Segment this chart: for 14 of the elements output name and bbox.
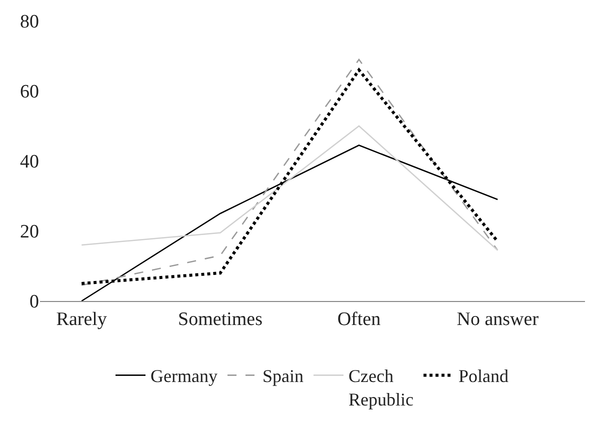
y-tick-label: 80 <box>20 12 39 33</box>
y-tick-label: 20 <box>20 222 39 243</box>
legend-label: Spain <box>262 366 304 386</box>
legend-label: Czech Republic <box>348 366 414 410</box>
legend-label: Poland <box>458 366 509 386</box>
x-tick-label: No answer <box>456 308 540 330</box>
x-tick-label: Often <box>337 308 382 330</box>
x-tick-label: Sometimes <box>178 308 263 330</box>
legend-label: Germany <box>150 366 218 386</box>
y-tick-label: 60 <box>20 82 39 103</box>
y-tick-label: 0 <box>30 292 39 313</box>
x-tick-label: Rarely <box>56 308 108 330</box>
y-tick-label: 40 <box>20 152 39 173</box>
line-series <box>80 125 498 251</box>
